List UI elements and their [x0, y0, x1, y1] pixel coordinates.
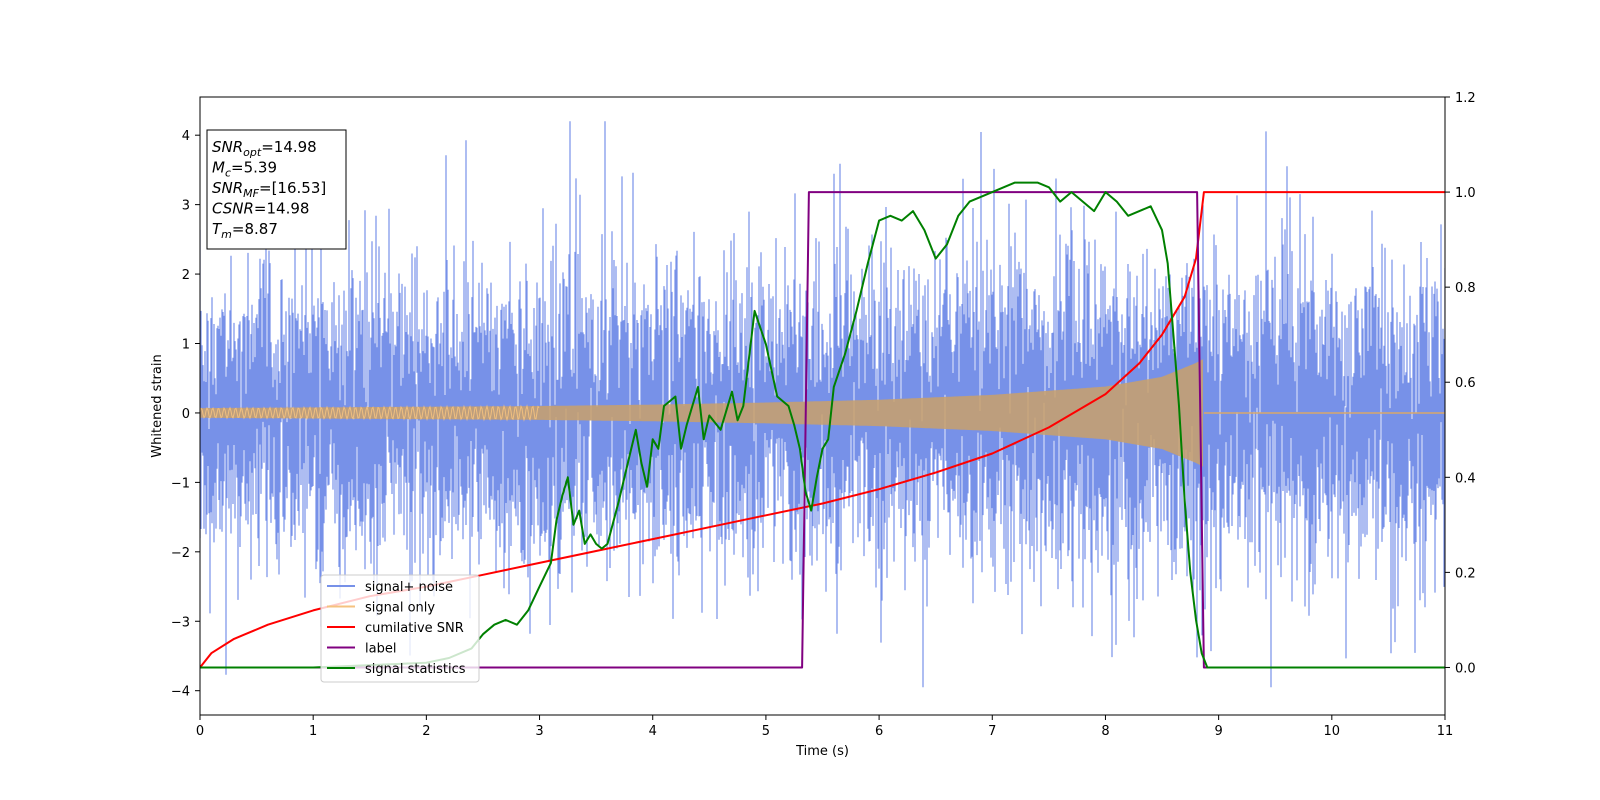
y-left-tick-label: 1: [182, 338, 190, 353]
info-line: CSNR=14.98: [212, 200, 309, 218]
x-tick-label: 3: [535, 724, 543, 739]
plot-area: [200, 121, 1445, 688]
y-left-tick-label: 0: [182, 407, 190, 422]
y-right-tick-label: 1.0: [1455, 186, 1476, 201]
info-line: SNRMF=[16.53]: [212, 179, 326, 200]
signal-statistics-line: [200, 181, 1445, 669]
legend-label: signal statistics: [365, 662, 466, 677]
cumulative-snr-line: [200, 191, 1445, 669]
x-tick-label: 2: [422, 724, 430, 739]
signal-only-line: [200, 404, 540, 422]
axes: 0 1 2 3 4 5 6 7 8 9 10 11 −4 −3 −2 −1 0 1 2 3 4 0.0 0.2 0.4 0.6 0…: [150, 91, 1476, 759]
y-left-tick-label: −3: [171, 615, 190, 630]
info-line: Mc=5.39: [212, 159, 277, 180]
x-tick-label: 5: [762, 724, 770, 739]
x-tick-label: 9: [1214, 724, 1222, 739]
y-left-tick-label: −2: [171, 546, 190, 561]
info-box-frame: [206, 129, 347, 250]
info-box: SNRopt=14.98Mc=5.39SNRMF=[16.53]CSNR=14.…: [206, 129, 347, 250]
legend: signal+ noise signal only cumilative SNR la…: [320, 574, 480, 683]
x-tick-label: 7: [988, 724, 996, 739]
x-tick-label: 0: [196, 724, 204, 739]
y-left-tick-label: 3: [182, 199, 190, 214]
x-tick-label: 4: [649, 724, 657, 739]
legend-label: cumilative SNR: [365, 621, 464, 636]
y-axis-label: Whitened strain: [150, 354, 165, 457]
x-tick-label: 1: [309, 724, 317, 739]
y-right-tick-label: 0.0: [1455, 661, 1476, 676]
legend-label: signal+ noise: [365, 580, 453, 595]
x-tick-label: 10: [1324, 724, 1341, 739]
x-tick-label: 11: [1437, 724, 1454, 739]
x-tick-label: 8: [1101, 724, 1109, 739]
y-right-tick-label: 1.2: [1455, 91, 1476, 106]
y-right-tick-label: 0.4: [1455, 471, 1476, 486]
y-left-tick-label: 4: [182, 129, 190, 144]
legend-label: signal only: [365, 601, 435, 616]
y-left-tick-label: −4: [171, 685, 190, 700]
info-line: SNRopt=14.98: [212, 138, 317, 159]
legend-frame: [320, 574, 480, 683]
y-right-tick-label: 0.6: [1455, 376, 1476, 391]
y-right-tick-label: 0.2: [1455, 566, 1476, 581]
x-axis-label: Time (s): [795, 744, 849, 759]
legend-label: label: [365, 642, 396, 657]
y-right-tick-label: 0.8: [1455, 281, 1476, 296]
plot-frame: [199, 96, 1446, 716]
y-left-tick-label: 2: [182, 268, 190, 283]
y-left-tick-label: −1: [171, 476, 190, 491]
x-tick-label: 6: [875, 724, 883, 739]
info-line: Tm=8.87: [212, 220, 278, 241]
